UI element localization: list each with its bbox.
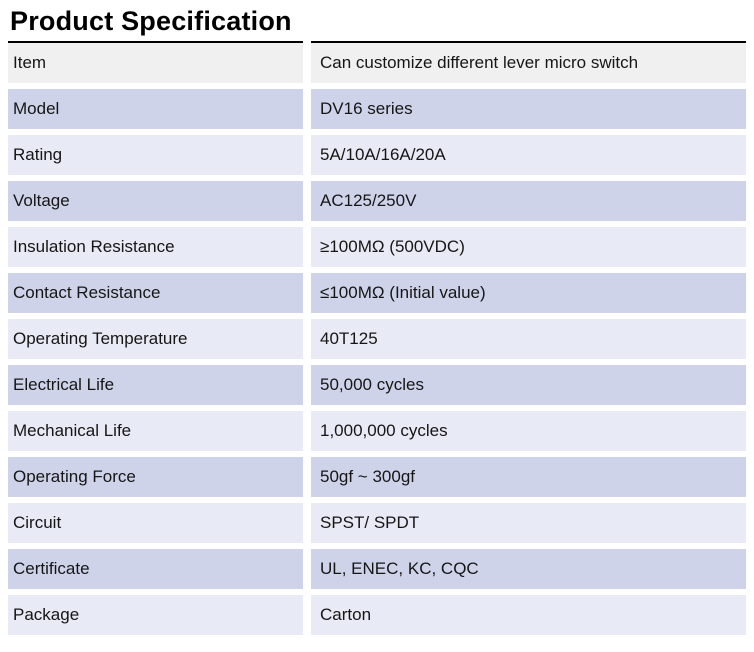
spec-value-cell: 50gf ~ 300gf xyxy=(311,457,746,497)
spec-value-cell: SPST/ SPDT xyxy=(311,503,746,543)
table-row: Model DV16 series xyxy=(8,89,746,129)
spec-value-cell: UL, ENEC, KC, CQC xyxy=(311,549,746,589)
table-row: Mechanical Life 1,000,000 cycles xyxy=(8,411,746,451)
spec-label-cell: Model xyxy=(8,89,303,129)
spec-value-cell: AC125/250V xyxy=(311,181,746,221)
spec-label-cell: Package xyxy=(8,595,303,635)
table-row: Contact Resistance ≤100MΩ (Initial value… xyxy=(8,273,746,313)
spec-value-cell: Can customize different lever micro swit… xyxy=(311,41,746,83)
table-row: Circuit SPST/ SPDT xyxy=(8,503,746,543)
table-row: Certificate UL, ENEC, KC, CQC xyxy=(8,549,746,589)
table-row: Package Carton xyxy=(8,595,746,635)
table-row: Electrical Life 50,000 cycles xyxy=(8,365,746,405)
spec-value-cell: DV16 series xyxy=(311,89,746,129)
spec-label-cell: Contact Resistance xyxy=(8,273,303,313)
table-row: Rating 5A/10A/16A/20A xyxy=(8,135,746,175)
spec-table: Item Can customize different lever micro… xyxy=(0,35,754,641)
spec-label-cell: Operating Force xyxy=(8,457,303,497)
spec-label-cell: Item xyxy=(8,41,303,83)
table-row: Operating Temperature 40T125 xyxy=(8,319,746,359)
spec-value-cell: 50,000 cycles xyxy=(311,365,746,405)
spec-value-cell: ≥100MΩ (500VDC) xyxy=(311,227,746,267)
product-specification-section: Product Specification Item Can customize… xyxy=(0,8,754,641)
spec-value-cell: Carton xyxy=(311,595,746,635)
spec-label-cell: Operating Temperature xyxy=(8,319,303,359)
spec-label-cell: Voltage xyxy=(8,181,303,221)
spec-label-cell: Mechanical Life xyxy=(8,411,303,451)
table-row: Insulation Resistance ≥100MΩ (500VDC) xyxy=(8,227,746,267)
spec-label-cell: Insulation Resistance xyxy=(8,227,303,267)
table-row: Voltage AC125/250V xyxy=(8,181,746,221)
spec-label-cell: Electrical Life xyxy=(8,365,303,405)
spec-value-cell: 1,000,000 cycles xyxy=(311,411,746,451)
spec-label-cell: Certificate xyxy=(8,549,303,589)
spec-value-cell: ≤100MΩ (Initial value) xyxy=(311,273,746,313)
spec-label-cell: Rating xyxy=(8,135,303,175)
page-title: Product Specification xyxy=(10,6,292,36)
spec-value-cell: 40T125 xyxy=(311,319,746,359)
spec-label-cell: Circuit xyxy=(8,503,303,543)
table-row: Item Can customize different lever micro… xyxy=(8,41,746,83)
spec-value-cell: 5A/10A/16A/20A xyxy=(311,135,746,175)
table-row: Operating Force 50gf ~ 300gf xyxy=(8,457,746,497)
